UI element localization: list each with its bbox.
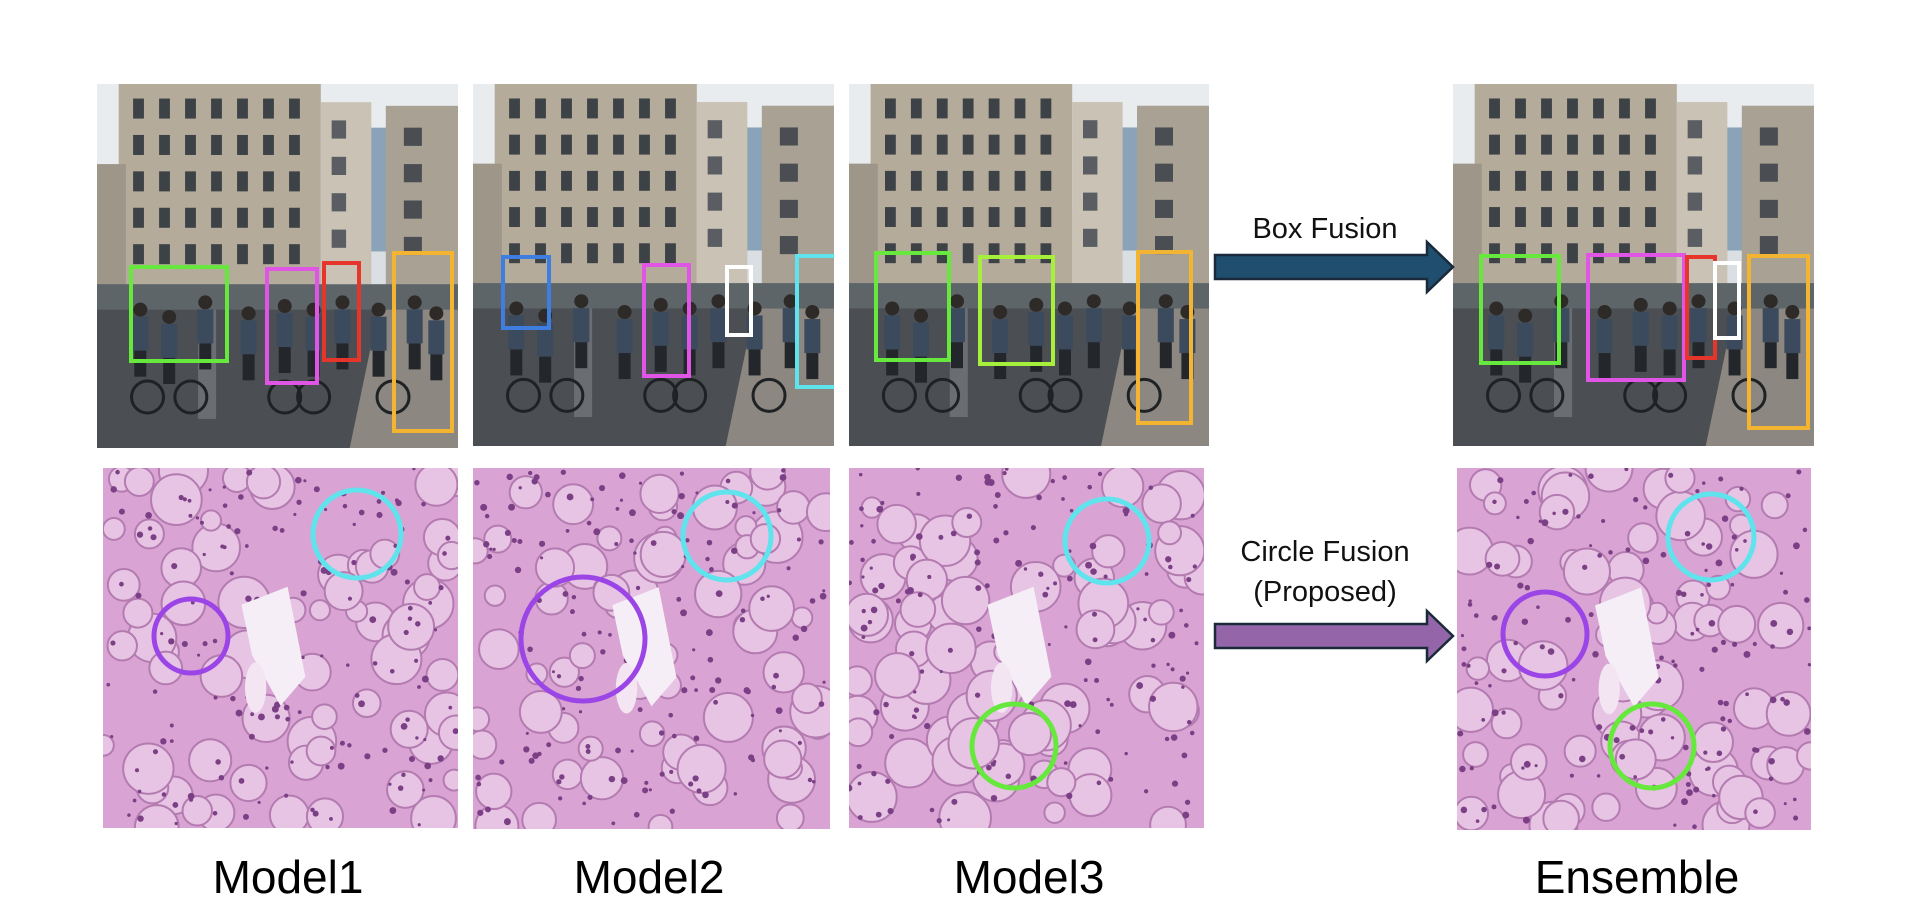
cyan-detection-circle xyxy=(680,489,774,583)
purple-detection-circle xyxy=(151,596,231,676)
column-label-model2: Model2 xyxy=(573,851,725,903)
magenta-bounding-box xyxy=(265,267,319,385)
white-bounding-box xyxy=(1713,261,1741,340)
lime-bounding-box xyxy=(978,255,1055,366)
tissue-panel-ensemble xyxy=(1457,468,1811,830)
cyan-detection-circle xyxy=(310,487,404,581)
box-fusion-text: Box Fusion xyxy=(1252,213,1398,245)
orange-bounding-box xyxy=(1136,250,1193,425)
blue-bounding-box xyxy=(501,255,551,330)
circle-fusion-arrow xyxy=(1213,608,1455,664)
box-fusion-arrow xyxy=(1213,239,1455,295)
green-bounding-box xyxy=(129,265,229,363)
column-label-model1: Model1 xyxy=(212,851,364,903)
orange-bounding-box xyxy=(392,251,454,433)
street-panel-ensemble xyxy=(1453,84,1814,446)
column-label-ensemble: Ensemble xyxy=(1534,851,1740,903)
tissue-panel-model2 xyxy=(473,468,830,829)
purple-detection-circle xyxy=(1500,589,1590,679)
street-panel-model2 xyxy=(473,84,834,446)
magenta-bounding-box xyxy=(642,263,691,378)
green-bounding-box xyxy=(874,251,951,362)
tissue-panel-model1 xyxy=(103,468,458,828)
circle-fusion-label: Circle Fusion (Proposed) xyxy=(1200,532,1450,612)
green-bounding-box xyxy=(1479,254,1561,365)
purple-detection-circle xyxy=(518,574,648,704)
green-detection-circle xyxy=(1607,701,1697,791)
street-panel-model1 xyxy=(97,84,458,448)
tissue-panel-model3 xyxy=(849,468,1204,828)
cyan-bounding-box xyxy=(795,254,834,389)
red-bounding-box xyxy=(322,261,361,362)
green-detection-circle xyxy=(969,701,1059,791)
cyan-detection-circle xyxy=(1062,496,1152,586)
white-bounding-box xyxy=(725,265,753,337)
orange-bounding-box xyxy=(1747,254,1810,430)
street-panel-model3 xyxy=(849,84,1209,446)
magenta-bounding-box xyxy=(1586,253,1686,382)
circle-fusion-subtitle: (Proposed) xyxy=(1253,576,1397,608)
column-label-model3: Model3 xyxy=(953,851,1105,903)
box-fusion-label: Box Fusion xyxy=(1215,209,1435,249)
cyan-detection-circle xyxy=(1665,491,1757,583)
circle-fusion-title: Circle Fusion xyxy=(1240,536,1410,568)
